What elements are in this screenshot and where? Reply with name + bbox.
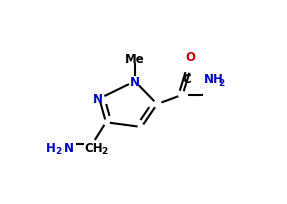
Text: CH: CH [84,141,103,154]
Text: N: N [130,75,140,88]
Text: Me: Me [125,53,145,65]
Text: O: O [185,51,195,64]
Text: C: C [183,73,191,86]
Text: 2: 2 [218,79,224,88]
Text: NH: NH [204,73,224,86]
Text: H: H [45,141,55,154]
Text: 2: 2 [101,147,107,156]
Text: 2: 2 [56,147,62,156]
Text: N: N [93,93,103,105]
Text: N: N [64,141,73,154]
